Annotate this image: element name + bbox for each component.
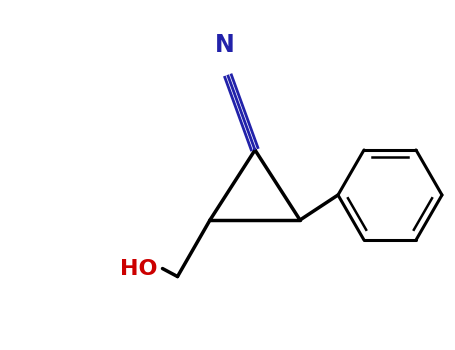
- Text: HO: HO: [120, 259, 157, 279]
- Text: N: N: [215, 33, 234, 57]
